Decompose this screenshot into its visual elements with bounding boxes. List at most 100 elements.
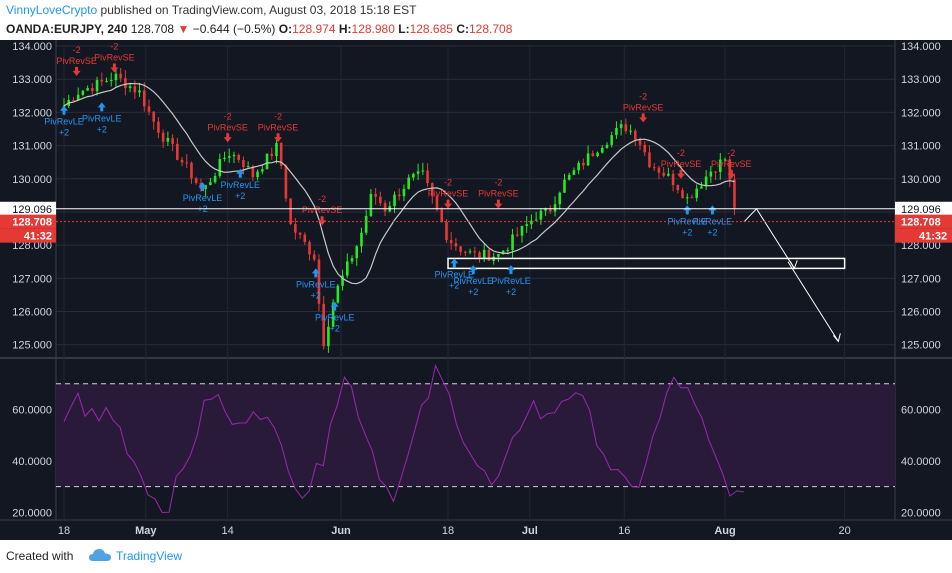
open-value: 128.974 bbox=[292, 22, 336, 36]
candle-up bbox=[695, 188, 698, 198]
candle-down bbox=[430, 183, 434, 197]
candle-up bbox=[350, 258, 354, 262]
signal-label: PivRevLE bbox=[667, 216, 707, 226]
candle-up bbox=[246, 166, 250, 168]
signal-label: PivRevSE bbox=[207, 122, 248, 132]
signal-up-arrow bbox=[469, 265, 478, 275]
candle-up bbox=[586, 153, 590, 166]
candle-down bbox=[147, 106, 151, 112]
signal-up-arrow bbox=[683, 205, 692, 215]
candle-down bbox=[733, 179, 736, 208]
signal-label: PivRevLE bbox=[183, 193, 223, 203]
candle-down bbox=[190, 162, 193, 179]
candle-up bbox=[166, 137, 170, 142]
candle-down bbox=[100, 79, 104, 82]
signal-label: PivRevLE bbox=[453, 276, 493, 286]
down-triangle-icon: ▼ bbox=[177, 22, 190, 36]
countdown-bg-left bbox=[0, 228, 56, 243]
signal-label: PivRevLE bbox=[491, 276, 531, 286]
candle-up bbox=[534, 219, 538, 221]
price-chart[interactable]: PivRevLE+2PivRevLE+2PivRevSE-2PivRevSE-2… bbox=[0, 40, 952, 540]
signal-count: -2 bbox=[639, 91, 647, 101]
candle-down bbox=[119, 73, 122, 79]
candle-down bbox=[124, 78, 127, 89]
candle-up bbox=[95, 79, 99, 92]
candle-down bbox=[133, 86, 137, 93]
publish-line: VinnyLoveCrypto published on TradingView… bbox=[6, 3, 417, 17]
candle-up bbox=[629, 130, 632, 132]
price-change: −0.644 (−0.5%) bbox=[192, 22, 276, 36]
signal-label: PivRevSE bbox=[711, 159, 752, 169]
candle-up bbox=[596, 152, 599, 157]
y-tick-label-right: 133.000 bbox=[901, 74, 941, 86]
candle-up bbox=[605, 144, 609, 148]
signal-up-arrow bbox=[506, 265, 515, 275]
x-axis: 18 May 14 Jun 18 Jul 16 Aug 20 bbox=[58, 525, 851, 537]
candle-down bbox=[690, 197, 694, 199]
signal-label: PivRevSE bbox=[302, 205, 343, 215]
candle-up bbox=[615, 128, 618, 136]
footer: Created with TradingView bbox=[0, 540, 952, 573]
signal-count: +2 bbox=[311, 290, 321, 300]
candle-up bbox=[402, 188, 406, 197]
tradingview-cloud-icon bbox=[89, 549, 111, 561]
signal-down-arrow bbox=[223, 133, 232, 143]
x-tick-label: 18 bbox=[58, 525, 70, 537]
candle-down bbox=[180, 159, 184, 163]
marker-bg-left-129096 bbox=[0, 201, 56, 216]
candle-up bbox=[700, 186, 703, 189]
tradingview-link[interactable]: TradingView bbox=[116, 549, 183, 563]
signal-down-arrow bbox=[444, 199, 453, 209]
candle-up bbox=[232, 154, 236, 157]
candle-up bbox=[610, 135, 614, 145]
author-link[interactable]: VinnyLoveCrypto bbox=[6, 3, 98, 17]
projection-arrowhead-2 bbox=[832, 333, 841, 343]
candle-down bbox=[289, 198, 292, 225]
y-tick-label-right: 126.000 bbox=[901, 307, 941, 319]
marker-bg-left-128708 bbox=[0, 214, 56, 229]
candle-down bbox=[515, 234, 519, 236]
open-label: O: bbox=[278, 22, 293, 36]
marker-bg-right-129096 bbox=[895, 201, 952, 216]
rsi-panel bbox=[56, 364, 895, 514]
x-tick-label: 18 bbox=[442, 525, 454, 537]
high-label: H: bbox=[338, 22, 352, 36]
candle-down bbox=[176, 143, 179, 160]
y-tick-label-right: 125.000 bbox=[901, 340, 941, 352]
signal-count: +2 bbox=[468, 287, 478, 297]
y-tick-label-right: 128.000 bbox=[901, 240, 941, 252]
candle-down bbox=[648, 152, 651, 168]
signal-count: -2 bbox=[110, 42, 118, 52]
rsi-band bbox=[56, 383, 895, 487]
candle-up bbox=[128, 86, 132, 89]
candle-down bbox=[383, 203, 387, 212]
candle-up bbox=[218, 159, 222, 176]
candle-up bbox=[421, 170, 425, 172]
close-value: 128.708 bbox=[468, 22, 513, 36]
x-tick-label: 14 bbox=[222, 525, 234, 537]
published-text: published on TradingView.com, August 03,… bbox=[100, 3, 417, 17]
projection bbox=[447, 207, 846, 343]
candle-up bbox=[577, 162, 580, 171]
candle-up bbox=[369, 193, 373, 216]
candle-down bbox=[638, 139, 642, 145]
signal-count: -2 bbox=[318, 194, 326, 204]
candle-down bbox=[317, 259, 321, 304]
candle-down bbox=[657, 167, 661, 173]
candle-up bbox=[407, 177, 410, 189]
signal-up-arrow bbox=[708, 205, 717, 215]
high-value: 128.980 bbox=[351, 22, 395, 36]
candle-down bbox=[312, 254, 316, 260]
candle-up bbox=[416, 171, 420, 174]
signal-count: -2 bbox=[677, 148, 685, 158]
candle-up bbox=[76, 94, 80, 101]
candle-down bbox=[270, 153, 274, 157]
candle-up bbox=[275, 142, 278, 157]
low-value: 128.685 bbox=[409, 22, 453, 36]
candle-down bbox=[157, 121, 160, 133]
y-tick-label-right: 134.000 bbox=[901, 41, 941, 53]
candle-down bbox=[308, 242, 311, 255]
y-tick-label-right: 131.000 bbox=[901, 141, 941, 153]
candle-up bbox=[563, 179, 566, 193]
candle-down bbox=[294, 224, 297, 233]
